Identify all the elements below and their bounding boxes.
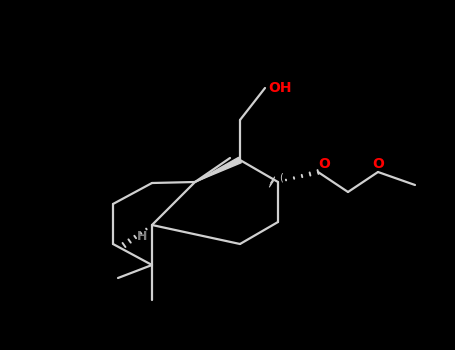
Polygon shape <box>195 157 241 182</box>
Text: OH: OH <box>268 81 292 95</box>
Text: (: ( <box>279 172 283 182</box>
Text: O: O <box>372 157 384 171</box>
Text: O: O <box>318 157 330 171</box>
Text: H: H <box>136 230 147 243</box>
